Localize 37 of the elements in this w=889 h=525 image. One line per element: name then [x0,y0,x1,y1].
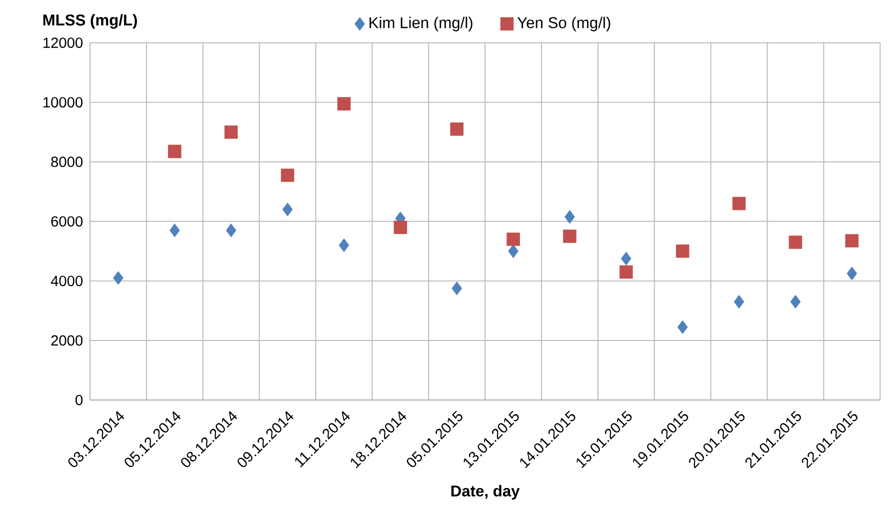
point [394,220,408,234]
point [678,320,688,334]
point [168,144,182,158]
point [170,224,180,237]
x-axis-title: Date, day [451,485,520,500]
y-tick-label: 10000 [44,97,83,108]
point [788,236,802,249]
point [508,244,518,258]
y-tick-label: 0 [76,394,83,406]
point [734,295,744,308]
point [564,210,575,224]
y-tick-label: 6000 [51,216,83,227]
point [280,168,294,182]
point [846,266,857,280]
point [621,252,632,266]
point [506,232,520,246]
point [338,238,350,252]
y-axis-title: MLSS (mg/L) [43,14,137,29]
point [224,125,238,139]
point [226,224,236,237]
point [450,122,464,136]
point [337,97,351,110]
legend-label: Yen So (mg/l) [517,16,610,32]
point [790,295,801,308]
point [845,234,859,248]
point [452,282,462,296]
point [563,230,576,243]
point [676,244,690,258]
legend-label: Kim Lien (mg/l) [370,16,472,32]
point [620,265,633,279]
point [732,196,746,210]
point [113,271,124,285]
y-tick-label: 8000 [51,156,83,168]
point [282,202,293,216]
y-tick-label: 2000 [51,335,83,346]
y-tick-label: 12000 [44,38,83,48]
y-tick-label: 4000 [50,276,83,286]
